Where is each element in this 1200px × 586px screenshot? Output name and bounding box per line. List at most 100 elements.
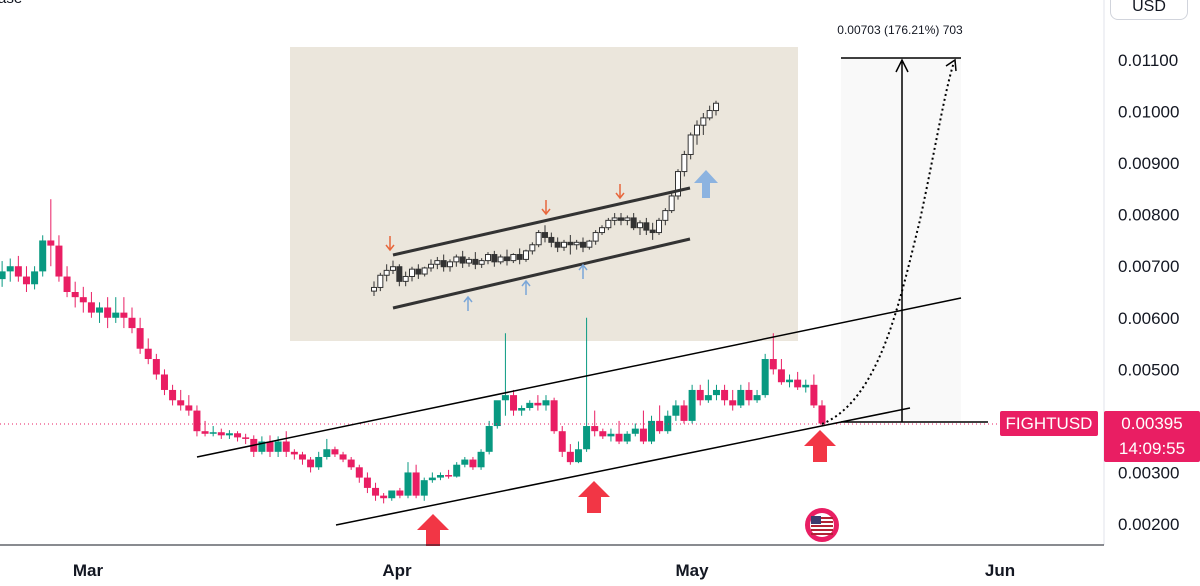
candle-body [177,400,185,406]
candle-body [22,276,30,285]
candle-body [404,472,412,496]
inset-candle-body [516,254,523,260]
candle-body [737,389,745,406]
candle-body [615,433,623,442]
candle-body [761,359,769,396]
candle-body [574,449,582,463]
inset-resistance-arrow [615,184,625,200]
inset-candle-body [675,171,681,197]
currency-selector[interactable]: USD [1110,0,1188,20]
candle-body [704,395,712,401]
inset-candle-body [478,260,485,265]
inset-candle-body [402,275,409,282]
candle-body [599,431,607,437]
candle-body [242,437,250,439]
candle-body [193,410,201,432]
measure-arrow-head [895,58,909,73]
inset-candle-body [383,269,390,276]
candle-body [14,266,22,277]
candle-body [380,495,388,499]
candle-body [87,302,95,313]
candle-body [355,467,363,478]
candle-body [55,245,63,277]
price-tick-label: 0.00700 [1118,257,1179,276]
candle-body [680,405,688,421]
inset-support-arrow [521,279,531,295]
projection-path [821,61,955,425]
inset-breakout-arrow [694,170,718,198]
inset-resistance-arrow [385,236,395,252]
bar-countdown: 14:09:55 [1118,439,1186,458]
time-tick-label: Jun [985,561,1015,580]
inset-candle-body [713,102,719,112]
inset-candle-body [687,134,694,155]
measure-zone [841,58,961,422]
candle-body [71,292,79,298]
candle-body [550,400,558,432]
candle-body [607,433,615,437]
candle-body [518,408,526,411]
support-arrow-apr [417,514,449,546]
time-tick-label: May [675,561,709,580]
candle-body [234,433,242,438]
inset-candle-body [440,260,447,268]
inset-candle-body [637,222,643,229]
candle-body [201,431,209,434]
candle-body [315,456,323,468]
candle-body [120,312,128,318]
candle-body [631,428,639,434]
candle-body [96,307,104,313]
inset-candle-body [649,229,656,234]
candle-body [729,400,737,406]
symbol-tag: FIGHTUSD [1000,411,1098,436]
inset-candle-body [573,241,580,246]
candle-body [372,487,380,496]
candle-body [802,384,810,388]
candle-body [6,266,14,272]
price-tick-label: 0.00600 [1118,309,1179,328]
candle-body [712,389,720,396]
candle-body [428,477,436,481]
inset-candle-body [504,256,510,262]
candle-body [469,459,477,468]
inset-candle-body [586,240,593,248]
channel-lower-line [335,407,911,526]
candle-body [266,441,274,452]
candle-body [160,374,168,390]
candle-body [39,240,47,272]
candle-body [436,475,444,478]
inset-candle-body [535,232,542,246]
inset-candle-body [668,195,675,212]
price-tick-label: 0.00500 [1118,360,1179,379]
inset-candle-body [396,266,403,282]
inset-candle-body [421,267,428,275]
candle-body [672,405,680,416]
inset-candle-body [554,241,561,248]
inset-candle-body [390,266,396,271]
candle-body [136,328,144,349]
candle-body [534,402,542,406]
inset-candle-body [662,210,669,221]
candle-body [363,477,371,488]
inset-candle-body [599,227,605,234]
inset-candle-body [592,232,599,242]
inset-resistance-arrow [541,200,551,216]
inset-candle-body [694,124,700,136]
candle-body [347,459,355,468]
inset-candle-body [466,258,472,264]
price-tick-label: 0.00200 [1118,515,1179,534]
inset-candle-body [491,254,498,263]
candle-body [477,451,485,468]
last-price: 0.00395 [1121,414,1183,433]
inset-support-arrow [463,295,473,311]
candle-body [810,384,818,406]
candle-body [558,431,566,452]
inset-candle-body [605,219,612,229]
candle-body [526,402,534,408]
candle-body [388,490,396,499]
candle-body [745,389,753,401]
candle-body [225,433,233,436]
last-price-tag: 0.00395 14:09:55 [1104,411,1200,462]
